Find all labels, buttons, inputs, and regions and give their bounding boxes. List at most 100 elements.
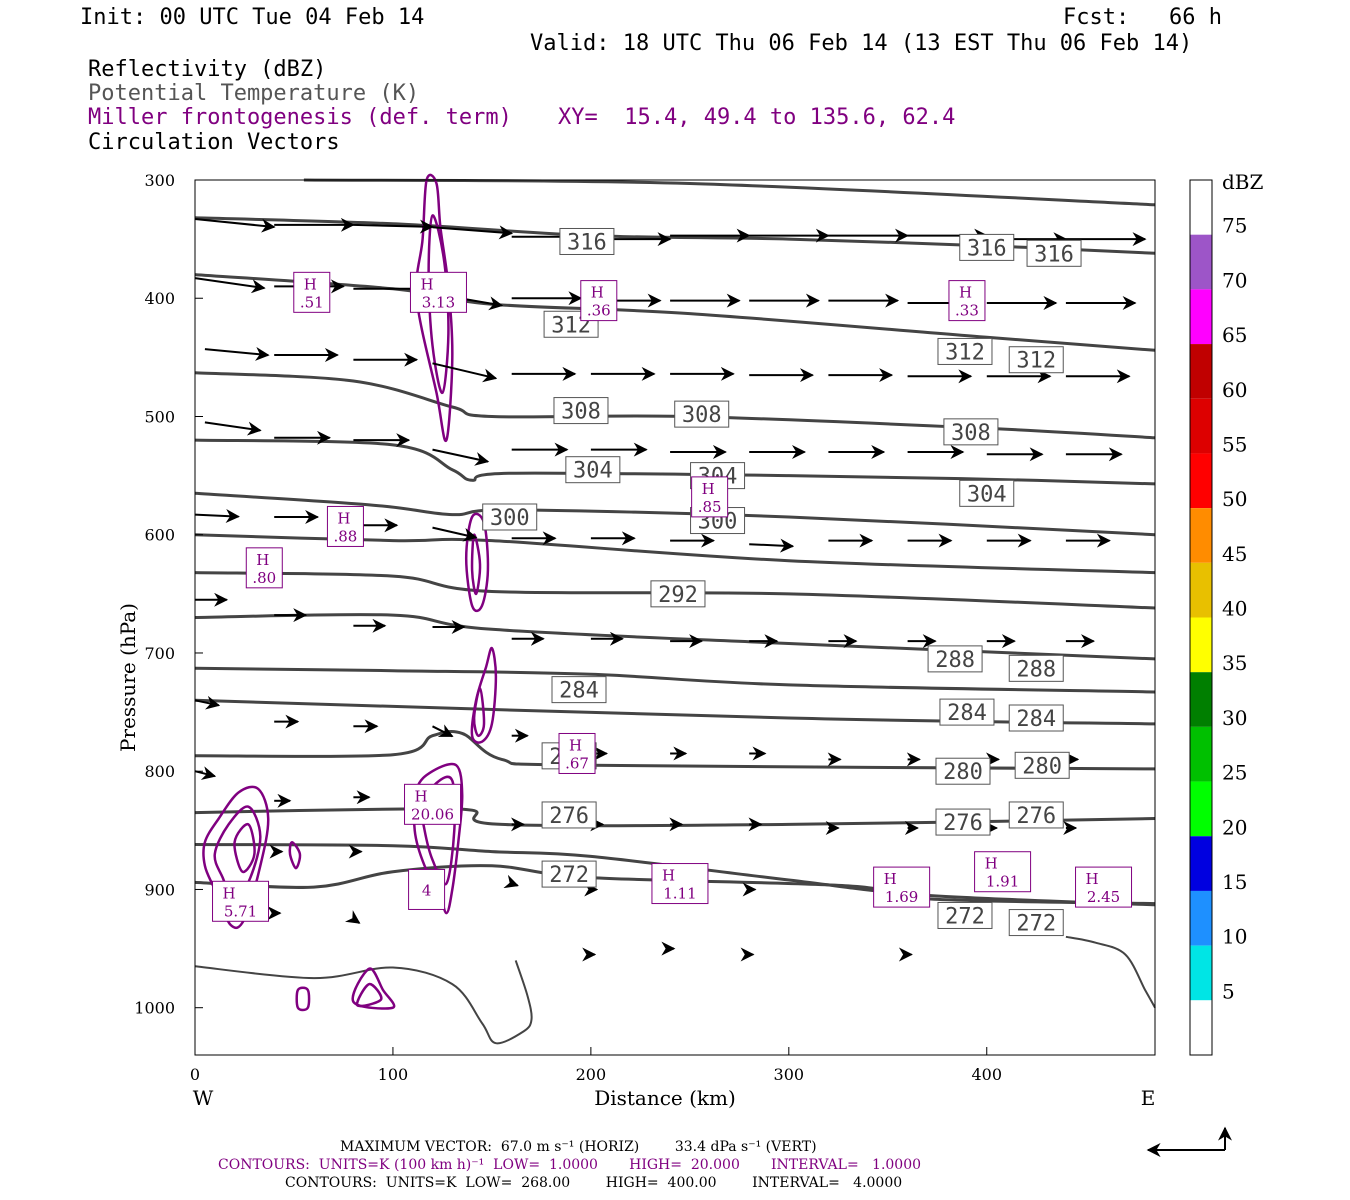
colorbar-swatch — [1190, 234, 1212, 290]
colorbar-level: 20 — [1222, 815, 1247, 839]
theta-line — [194, 571, 1156, 610]
theta-label: 304 — [573, 459, 613, 484]
max-label-letter: H — [959, 284, 972, 302]
theta-label-box — [937, 901, 993, 929]
circulation-vector — [432, 225, 514, 240]
y-tick-label: 700 — [144, 644, 175, 663]
theta-label: 316 — [967, 236, 1007, 261]
colorbar-level: 55 — [1222, 432, 1247, 456]
max-label-box — [212, 880, 270, 922]
max-label-letter: H — [304, 275, 317, 293]
max-label-value: 3.13 — [422, 293, 455, 311]
theta-label-box — [541, 801, 597, 829]
theta-label: 300 — [490, 506, 530, 531]
west-label: W — [193, 1086, 214, 1110]
max-label-value: 1.91 — [986, 873, 1019, 891]
circulation-vector — [194, 218, 276, 233]
frontogenesis-contour — [202, 785, 270, 930]
theta-label-box — [482, 503, 538, 531]
max-label-value: 20.06 — [411, 805, 454, 823]
max-label-letter: H — [223, 884, 236, 902]
theta-label: 312 — [1016, 349, 1056, 374]
max-label-value: .80 — [252, 569, 276, 587]
frontogenesis-contour — [233, 823, 256, 874]
colorbar-level: 15 — [1222, 870, 1247, 894]
x-tick-label: 200 — [576, 1065, 607, 1084]
colorbar-level: 5 — [1222, 979, 1235, 1003]
theta-label: 276 — [943, 811, 983, 836]
theta-label-box — [1026, 239, 1082, 267]
circulation-vector — [344, 910, 361, 924]
theta-label-box — [541, 860, 597, 888]
frontogenesis-contour — [470, 646, 498, 744]
theta-label: 308 — [561, 400, 601, 425]
theta-label-box — [1008, 346, 1064, 374]
x-tick-label: 100 — [378, 1065, 409, 1084]
theta-line — [194, 666, 1156, 694]
field-circulation-vectors: Circulation Vectors — [88, 130, 340, 155]
max-label-value: 5.71 — [224, 902, 257, 920]
theta-label-box — [939, 698, 995, 726]
colorbar-swatch — [1190, 890, 1212, 946]
init-time: Init: 00 UTC Tue 04 Feb 14 — [80, 5, 425, 30]
circulation-vector — [432, 724, 454, 738]
colorbar-swatch — [1190, 945, 1212, 1001]
theta-label-box — [1008, 801, 1064, 829]
theta-label-box — [674, 400, 730, 428]
circulation-vector — [432, 448, 490, 466]
max-label-box — [293, 271, 331, 313]
theta-label-box — [937, 337, 993, 365]
theta-label: 284 — [947, 701, 987, 726]
max-label-value: .67 — [565, 754, 589, 772]
theta-label-box — [943, 418, 999, 446]
colorbar-swatch — [1190, 344, 1212, 399]
colorbar-level: 10 — [1222, 925, 1247, 949]
max-label-letter: H — [985, 855, 998, 873]
theta-label-box — [1008, 654, 1064, 682]
colorbar-swatch — [1190, 453, 1212, 509]
theta-label-box — [1014, 751, 1070, 779]
circulation-vector — [194, 766, 217, 780]
x-tick-label: 400 — [971, 1065, 1002, 1084]
field-potential-temperature: Potential Temperature (K) — [88, 81, 420, 106]
max-label-value: 1.69 — [885, 888, 918, 906]
reference-vector — [1146, 1126, 1232, 1157]
max-label-letter: H — [1086, 870, 1099, 888]
theta-label-box — [927, 645, 983, 673]
circulation-vector — [204, 421, 262, 436]
colorbar-swatch — [1190, 672, 1212, 727]
max-label-value: .85 — [698, 498, 722, 516]
theta-line — [194, 216, 1156, 255]
theta-line — [194, 960, 533, 1045]
max-label-value: .33 — [955, 302, 979, 320]
theta-label: 316 — [567, 230, 607, 255]
colorbar-swatch — [1190, 617, 1212, 673]
frontogenesis-contour — [351, 967, 396, 1010]
frontogenesis-contour — [288, 840, 302, 870]
theta-label: 284 — [1016, 707, 1056, 732]
y-axis-label: Pressure (hPa) — [116, 603, 140, 752]
x-axis-label: Distance (km) — [594, 1086, 736, 1110]
theta-line — [194, 843, 1156, 907]
theta-label: 288 — [1016, 657, 1056, 682]
y-tick-label: 300 — [144, 171, 175, 190]
colorbar-level: 70 — [1222, 268, 1247, 292]
valid-time: Valid: 18 UTC Thu 06 Feb 14 (13 EST Thu … — [530, 31, 1193, 56]
circulation-vectors — [194, 217, 1147, 962]
colorbar-swatch — [1190, 398, 1212, 454]
y-tick-label: 1000 — [134, 999, 175, 1018]
frontogenesis-contour — [470, 533, 482, 596]
theta-label-box — [551, 676, 607, 704]
colorbar-level: 30 — [1222, 706, 1247, 730]
theta-line — [194, 613, 1156, 661]
max-vector-note: MAXIMUM VECTOR: 67.0 m s⁻¹ (HORIZ) 33.4 … — [340, 1139, 817, 1155]
frontogenesis-contour — [420, 775, 457, 886]
max-label-letter: H — [569, 736, 582, 754]
frontogenesis-contour — [412, 762, 464, 915]
theta-label: 280 — [1022, 754, 1062, 779]
theta-label-box — [1008, 704, 1064, 732]
frontogenesis-contour — [355, 982, 383, 1008]
theta-contour-note: CONTOURS: UNITS=K LOW= 268.00 HIGH= 400.… — [285, 1175, 903, 1191]
y-tick-label: 800 — [144, 762, 175, 781]
theta-label-box — [559, 227, 615, 255]
